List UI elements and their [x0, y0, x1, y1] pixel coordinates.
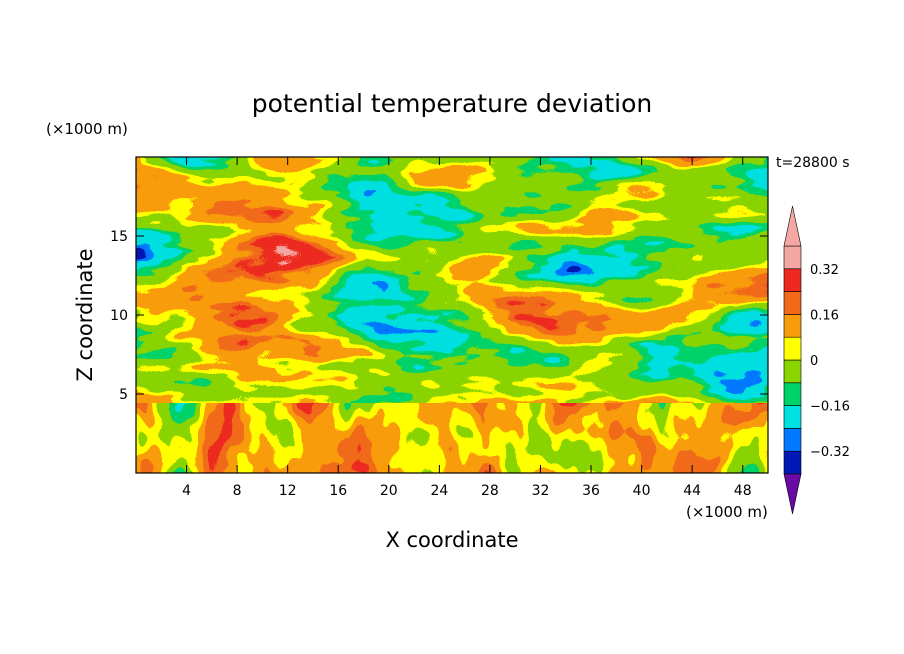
- x-axis-label: X coordinate: [385, 528, 518, 552]
- x-tick-label: 12: [279, 483, 297, 499]
- x-tick-label: 24: [430, 483, 448, 499]
- y-tick-label: 15: [110, 229, 128, 245]
- x-tick-label: 36: [582, 483, 600, 499]
- colorbar-tick-label: 0: [810, 354, 818, 369]
- x-tick-label: 32: [532, 483, 550, 499]
- colorbar-tick-label: 0.32: [810, 263, 839, 278]
- x-tick-label: 4: [182, 483, 191, 499]
- y-tick-label: 10: [110, 308, 128, 324]
- x-unit-label: (×1000 m): [686, 503, 768, 521]
- x-axis: 4 8 12 16 20 24 28 32 36 40 44 48: [182, 157, 752, 499]
- x-tick-label: 44: [683, 483, 701, 499]
- colorbar-band: [783, 291, 802, 315]
- y-unit-label: (×1000 m): [46, 120, 128, 138]
- y-axis-label: Z coordinate: [73, 248, 97, 381]
- chart-title: potential temperature deviation: [252, 89, 652, 118]
- field-area: [135, 156, 769, 474]
- field-lower-layer: [136, 403, 768, 473]
- colorbar-band: [783, 450, 802, 475]
- colorbar-band: [783, 245, 802, 270]
- colorbar-band: [783, 382, 802, 406]
- x-tick-label: 16: [329, 483, 347, 499]
- colorbar-band: [783, 359, 802, 384]
- field-upper-layer: [136, 157, 768, 403]
- x-tick-label: 40: [633, 483, 651, 499]
- x-tick-label: 20: [380, 483, 398, 499]
- colorbar-band: [783, 405, 802, 429]
- colorbar-band: [783, 336, 802, 361]
- colorbar-extend-high: [783, 205, 802, 247]
- x-tick-label: 28: [481, 483, 499, 499]
- x-tick-label: 48: [734, 483, 752, 499]
- x-tick-label: 8: [233, 483, 242, 499]
- colorbar-tick-label: −0.16: [810, 400, 850, 415]
- colorbar-tick-label: −0.32: [810, 445, 850, 460]
- colorbar-band: [783, 268, 802, 292]
- colorbar-extend-low: [783, 473, 802, 515]
- colorbar: 0.32 0.16 0 −0.16 −0.32: [783, 205, 850, 515]
- colorbar-band: [783, 314, 802, 338]
- y-axis: 5 10 15: [110, 229, 768, 403]
- time-label: t=28800 s: [776, 155, 850, 171]
- y-tick-label: 5: [119, 387, 128, 403]
- colorbar-tick-label: 0.16: [810, 308, 839, 323]
- colorbar-band: [783, 428, 802, 452]
